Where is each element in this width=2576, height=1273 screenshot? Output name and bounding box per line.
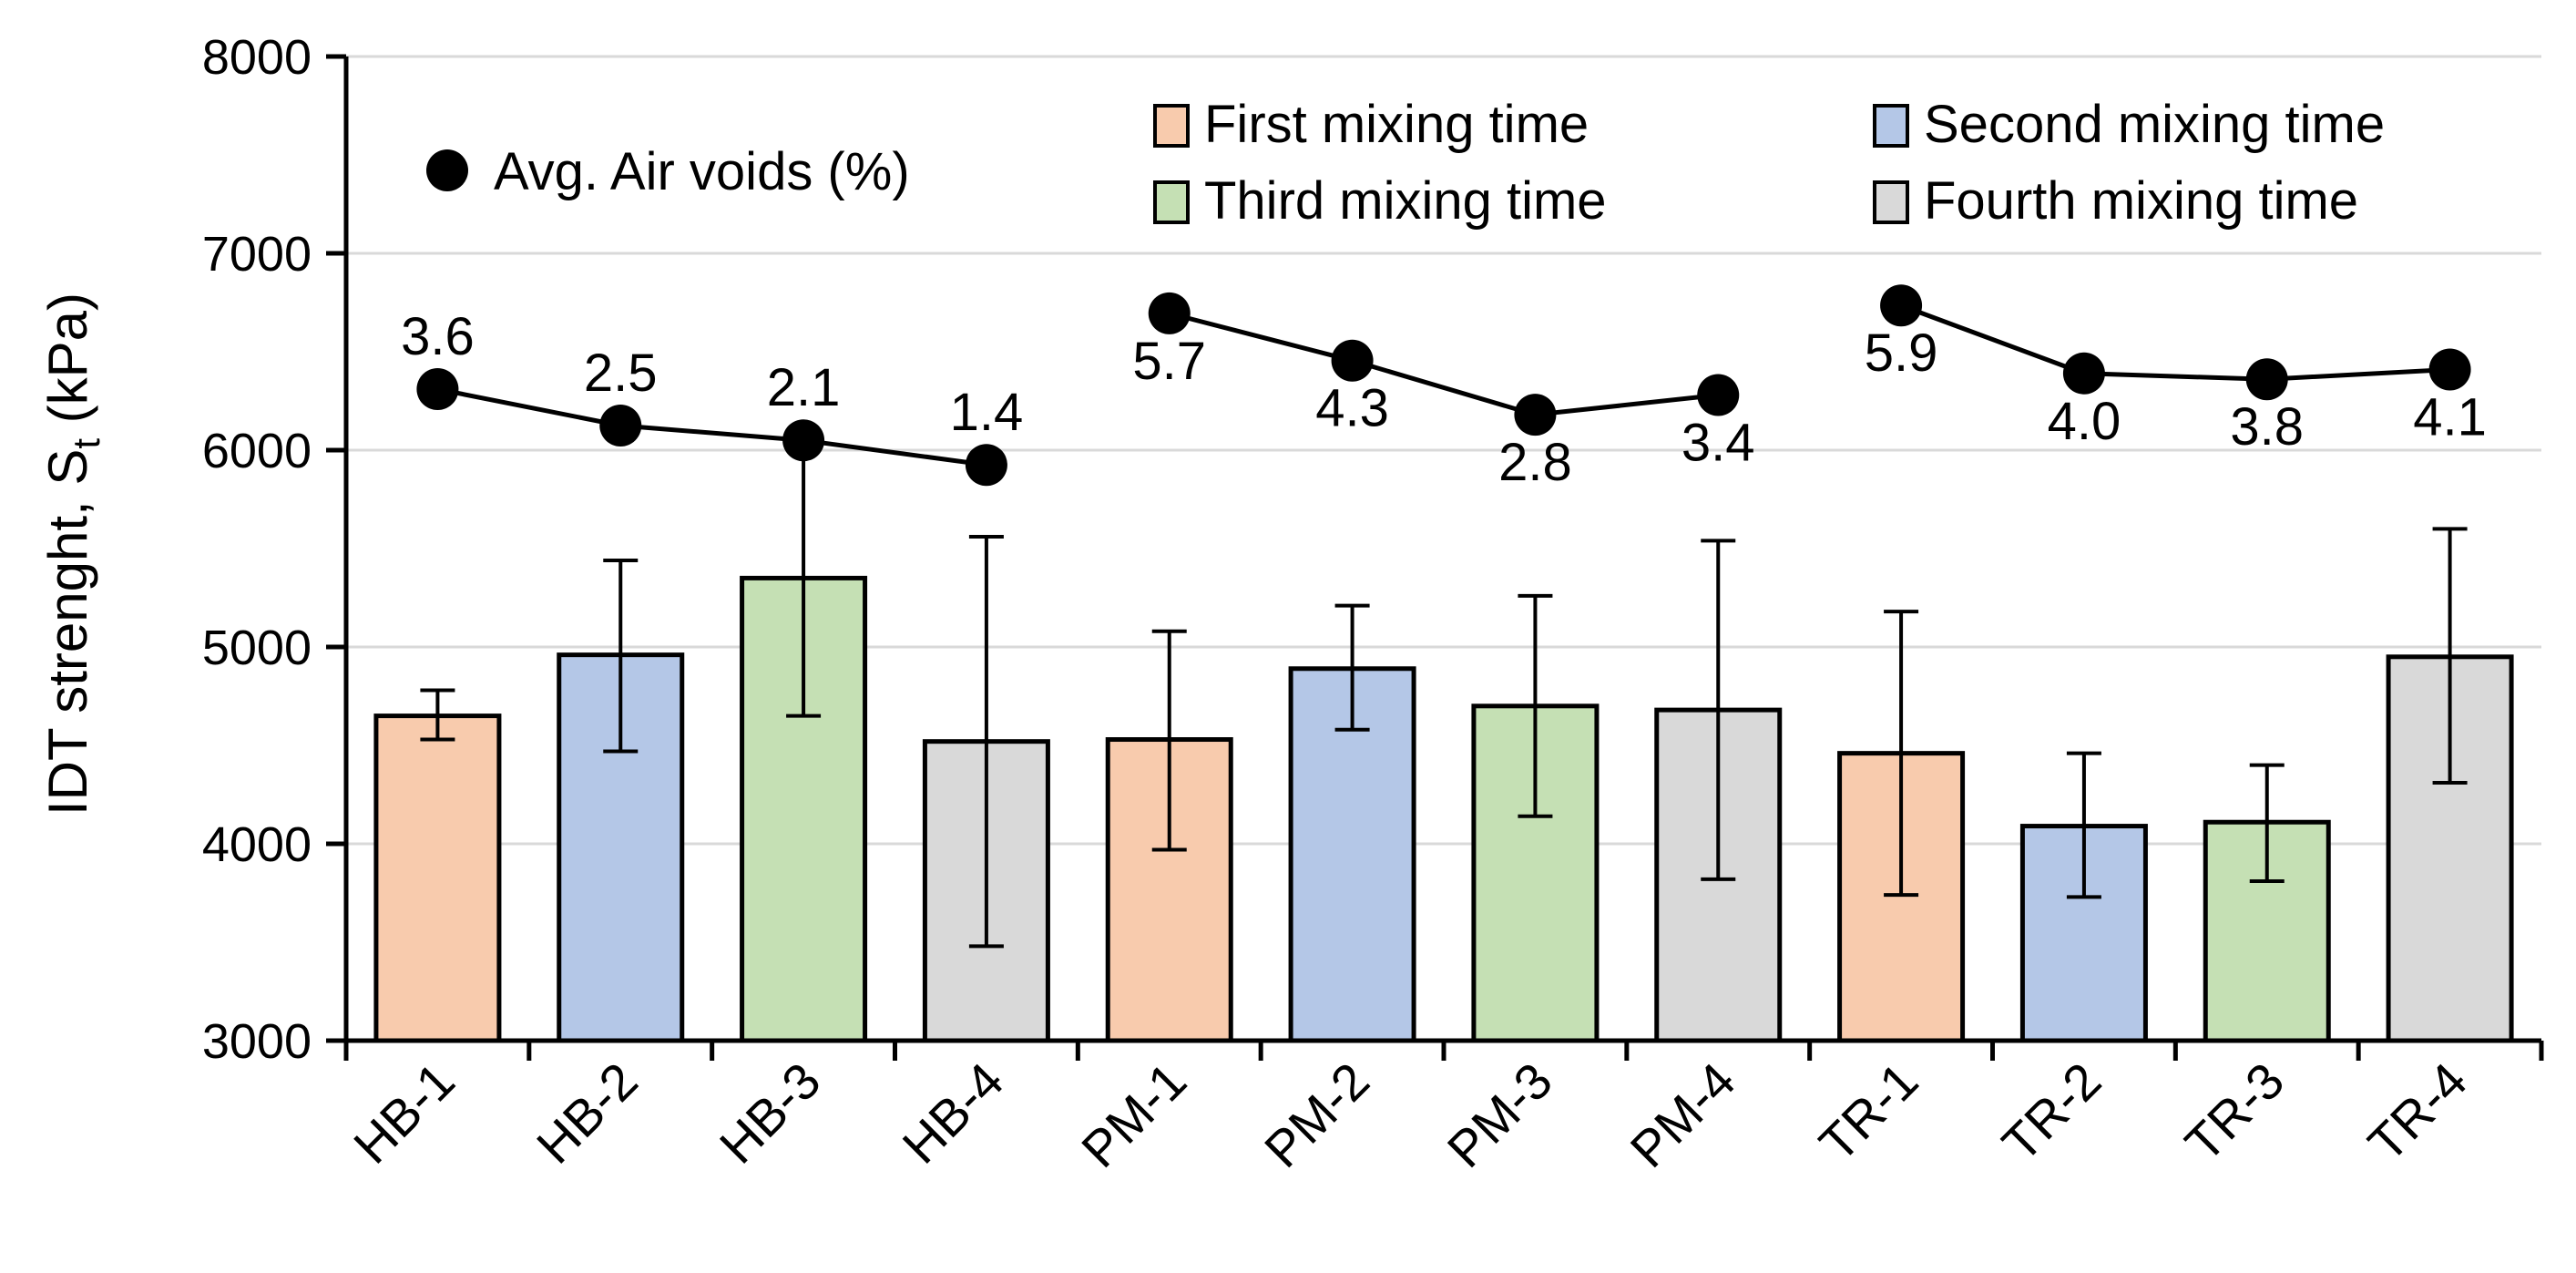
air-voids-label-tr-2: 4.0 [2048, 392, 2121, 451]
air-voids-label-pm-2: 4.3 [1315, 379, 1389, 438]
air-voids-point-tr-2 [2062, 352, 2105, 395]
air-voids-line-group-3 [1900, 303, 2450, 382]
x-tick-label-hb-1: HB-1 [342, 1052, 465, 1175]
x-tick-label-tr-3: TR-3 [2174, 1052, 2295, 1173]
x-tick-label-hb-3: HB-3 [709, 1052, 832, 1175]
x-tick-label-tr-1: TR-1 [1808, 1052, 1929, 1173]
air-voids-point-pm-4 [1697, 374, 1740, 416]
air-voids-point-pm-2 [1331, 339, 1374, 382]
air-voids-point-hb-1 [416, 368, 459, 411]
y-axis-label: IDT strenght, St (kPa) [37, 293, 107, 816]
y-tick-label-3000: 3000 [202, 1014, 312, 1069]
legend-label-first: First mixing time [1204, 95, 1589, 154]
error-bars [420, 448, 2468, 949]
y-tick-label-7000: 7000 [202, 227, 312, 282]
air-voids-point-tr-4 [2428, 348, 2471, 391]
y-tick-label-8000: 8000 [202, 30, 312, 85]
legend: Avg. Air voids (%) First mixing time Sec… [426, 95, 2385, 231]
legend-label-second: Second mixing time [1924, 95, 2385, 154]
air-voids-label-pm-3: 2.8 [1498, 433, 1572, 492]
y-tick-labels: 3000 4000 5000 6000 7000 8000 [202, 30, 312, 1069]
air-voids-label-tr-1: 5.9 [1865, 323, 1938, 383]
x-tick-label-pm-1: PM-1 [1070, 1052, 1197, 1178]
air-voids-label-hb-2: 2.5 [584, 344, 658, 403]
air-voids-label-hb-1: 3.6 [401, 307, 475, 366]
legend-swatch-fourth [1873, 180, 1909, 224]
legend-air-voids-label: Avg. Air voids (%) [494, 142, 910, 201]
y-tick-label-4000: 4000 [202, 817, 312, 872]
x-tick-label-pm-3: PM-3 [1436, 1052, 1563, 1178]
legend-label-third: Third mixing time [1204, 171, 1607, 231]
air-voids-label-hb-4: 1.4 [950, 383, 1024, 442]
bars [373, 575, 2514, 1043]
air-voids-point-pm-3 [1514, 394, 1557, 436]
legend-swatch-third [1153, 180, 1190, 224]
x-tick-label-pm-4: PM-4 [1620, 1052, 1746, 1178]
air-voids-label-tr-3: 3.8 [2230, 397, 2304, 457]
air-voids-point-hb-4 [965, 444, 1007, 487]
legend-air-voids-marker [426, 149, 468, 191]
air-voids-label-tr-4: 4.1 [2413, 387, 2487, 447]
air-voids-point-hb-3 [782, 419, 825, 462]
legend-swatch-second [1873, 104, 1909, 148]
x-tick-label-tr-2: TR-2 [1991, 1052, 2112, 1173]
air-voids-point-tr-3 [2245, 358, 2288, 401]
air-voids-label-pm-4: 3.4 [1682, 414, 1755, 473]
gridlines [346, 55, 2541, 846]
y-tick-label-5000: 5000 [202, 621, 312, 675]
air-voids-label-hb-3: 2.1 [767, 358, 841, 417]
x-tick-label-hb-2: HB-2 [526, 1052, 649, 1175]
air-voids-line-group-2 [1169, 311, 1719, 417]
air-voids-label-pm-1: 5.7 [1132, 332, 1206, 391]
bar-hb-1 [373, 713, 502, 1043]
x-tick-label-hb-4: HB-4 [892, 1052, 1015, 1175]
air-voids-point-hb-2 [599, 405, 642, 447]
air-voids-point-tr-1 [1880, 284, 1923, 327]
legend-label-fourth: Fourth mixing time [1924, 171, 2358, 231]
x-tick-label-pm-2: PM-2 [1253, 1052, 1380, 1178]
y-tick-label-6000: 6000 [202, 424, 312, 478]
axes [326, 54, 2544, 1061]
x-tick-label-tr-4: TR-4 [2357, 1052, 2479, 1173]
air-voids-line-group-1 [436, 386, 987, 467]
air-voids-series: 3.6 2.5 2.1 1.4 5.7 4.3 2.8 3.4 5.9 4.0 3.8 4.1 [401, 284, 2487, 492]
air-voids-point-pm-1 [1148, 292, 1191, 334]
legend-swatch-first [1153, 104, 1190, 148]
x-tick-labels: HB-1 HB-2 HB-3 HB-4 PM-1 PM-2 PM-3 PM-4 TR-1 TR-2… [342, 1052, 2478, 1178]
